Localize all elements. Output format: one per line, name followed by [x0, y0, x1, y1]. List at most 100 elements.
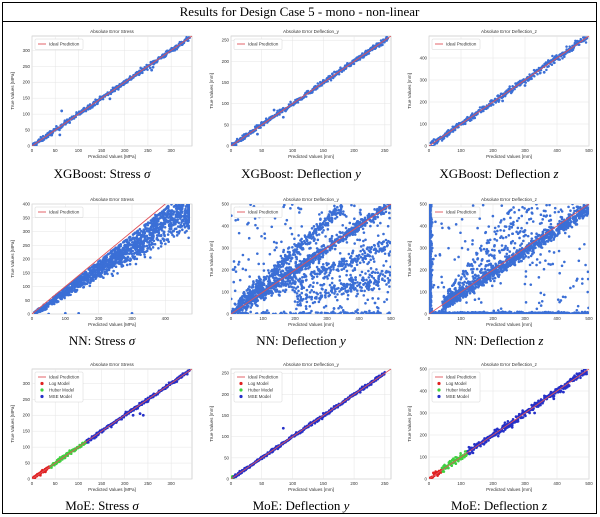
- data-point: [383, 245, 386, 249]
- chart-panel-4: 0 100 200 300 400 0 50 100 150 200 250 300 350 400 Abs…: [6, 192, 198, 332]
- data-point: [354, 278, 358, 282]
- data-point: [338, 240, 342, 243]
- data-point: [76, 279, 80, 283]
- y-tick-label: 100: [222, 290, 230, 295]
- data-point: [315, 265, 319, 269]
- data-point: [169, 223, 173, 227]
- data-point: [302, 272, 306, 276]
- data-point: [290, 204, 294, 206]
- data-point: [151, 236, 154, 240]
- data-point: [349, 288, 353, 292]
- data-point: [336, 298, 339, 302]
- data-point: [60, 296, 63, 300]
- data-point: [99, 264, 103, 268]
- data-point: [355, 260, 358, 264]
- data-point: [82, 285, 86, 289]
- data-point: [134, 241, 138, 244]
- data-point: [372, 257, 375, 261]
- data-point: [359, 225, 363, 229]
- data-point: [327, 273, 331, 277]
- data-point: [356, 292, 359, 296]
- data-point: [337, 235, 340, 239]
- data-point: [286, 250, 290, 254]
- data-point: [260, 234, 263, 238]
- y-tick-label: 500: [222, 202, 230, 207]
- data-point: [234, 143, 238, 146]
- data-point: [109, 92, 113, 96]
- data-point: [130, 240, 134, 244]
- data-point: [371, 311, 374, 314]
- data-point: [352, 62, 356, 66]
- data-point: [114, 262, 117, 265]
- data-point: [45, 303, 48, 307]
- data-point: [376, 271, 380, 275]
- data-point: [253, 302, 257, 305]
- data-point: [41, 134, 45, 138]
- data-point: [115, 255, 119, 258]
- data-point: [293, 270, 297, 274]
- data-point: [388, 206, 391, 210]
- data-point: [187, 39, 190, 42]
- data-point: [365, 283, 369, 286]
- data-point: [81, 273, 84, 276]
- y-tick-label: 50: [224, 122, 229, 127]
- data-point: [183, 231, 187, 234]
- data-point: [79, 274, 82, 278]
- x-tick-label: 0: [230, 316, 233, 321]
- data-point: [350, 276, 353, 280]
- data-point: [64, 291, 67, 295]
- data-point: [310, 289, 313, 292]
- data-point: [144, 227, 147, 231]
- data-point: [369, 224, 372, 228]
- data-point: [341, 231, 344, 234]
- data-point: [369, 250, 373, 254]
- data-point: [159, 223, 163, 226]
- data-point: [324, 304, 328, 308]
- data-point: [170, 218, 173, 222]
- data-point: [284, 284, 288, 287]
- data-point: [288, 269, 292, 272]
- data-point: [308, 236, 312, 239]
- data-point: [262, 123, 266, 127]
- data-point: [359, 208, 362, 212]
- data-point: [358, 261, 362, 265]
- legend: Ideal Prediction: [233, 206, 283, 218]
- data-point: [364, 272, 367, 275]
- data-point: [320, 311, 323, 314]
- data-point: [388, 278, 391, 282]
- data-point: [111, 248, 115, 252]
- data-point: [311, 301, 315, 305]
- data-point: [361, 227, 365, 231]
- data-point: [272, 264, 276, 267]
- data-point: [282, 262, 285, 265]
- y-tick-label: 0: [28, 312, 31, 317]
- legend-entry: Ideal Prediction: [49, 42, 80, 47]
- data-point: [323, 268, 327, 272]
- data-point: [276, 261, 280, 264]
- data-point: [152, 239, 156, 243]
- x-tick-label: 400: [553, 148, 561, 153]
- data-point: [316, 238, 320, 242]
- data-point: [249, 306, 253, 309]
- data-point: [175, 212, 179, 216]
- data-point: [342, 310, 345, 314]
- chart-panel-6: 0 100 200 300 400 500 0 100 200 300 400 500 Absolute…: [403, 192, 595, 332]
- data-point: [254, 223, 257, 227]
- data-point: [109, 262, 113, 266]
- data-point: [366, 254, 369, 258]
- data-point: [386, 224, 390, 228]
- data-point: [355, 294, 358, 298]
- data-point: [312, 275, 316, 279]
- data-point: [106, 272, 109, 276]
- data-point: [91, 268, 94, 272]
- data-point: [321, 244, 324, 248]
- data-point: [231, 297, 233, 301]
- data-point: [297, 289, 300, 293]
- data-point: [187, 215, 190, 218]
- x-tick-label: 100: [457, 148, 465, 153]
- data-point: [253, 288, 257, 292]
- data-point: [175, 234, 179, 237]
- data-point: [453, 128, 457, 132]
- data-point: [289, 259, 292, 263]
